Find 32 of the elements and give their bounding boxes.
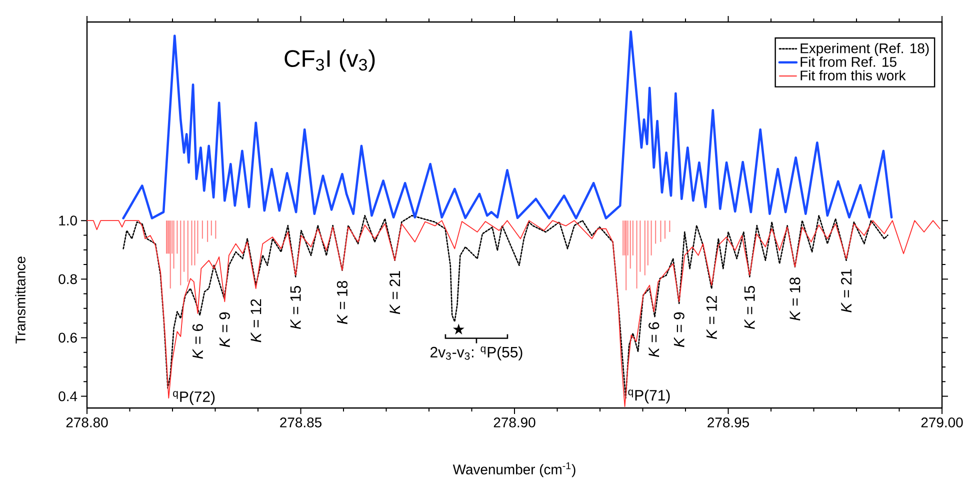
x-tick-label: 279.00: [921, 418, 963, 428]
annotation: K = 12: [706, 296, 717, 339]
x-tick-label: 278.85: [280, 418, 322, 428]
annotation: ★: [452, 324, 464, 334]
annotation: K = 15: [744, 286, 755, 330]
annotation: K = 9: [674, 312, 684, 348]
annotation: K = 9: [219, 312, 230, 348]
annotation: 2v$_{3}$-v$_{3}$: $^{q}$P(55): [430, 346, 522, 360]
y-tick-label: 0.4: [58, 391, 78, 402]
y-tick-label: 0.6: [58, 332, 77, 343]
annotation: K = 6: [648, 322, 660, 358]
annotation: K = 12: [250, 299, 262, 342]
annotation: K = 21: [841, 269, 852, 312]
annotation: K = 18: [336, 281, 348, 324]
x-tick-label: 278.80: [66, 418, 108, 428]
annotation: $^{q}$P(72): [173, 391, 215, 406]
annotation: K = 21: [390, 271, 400, 314]
x-tick-label: 278.90: [494, 418, 536, 428]
x-axis-title: Wavenumber (cm$^{-1}$): [452, 462, 576, 478]
legend-label: Fit from Ref. 15: [800, 56, 896, 67]
annotation: K = 15: [290, 286, 301, 330]
annotation: $^{q}$P(71): [628, 390, 670, 404]
text: CF$_{3}$I (v$_{3}$): [284, 49, 375, 72]
legend-label: Fit from this work: [800, 70, 906, 80]
x-tick-label: 278.95: [708, 418, 749, 428]
y-axis-title: Transmittance: [15, 256, 26, 344]
annotation: K = 18: [790, 278, 800, 321]
legend-label: Experiment (Ref. 18): [800, 43, 929, 56]
y-tick-label: 1.0: [59, 216, 77, 226]
line-series: [86, 220, 940, 407]
annotation: K = 6: [192, 324, 204, 359]
y-tick-label: 0.8: [58, 274, 77, 284]
